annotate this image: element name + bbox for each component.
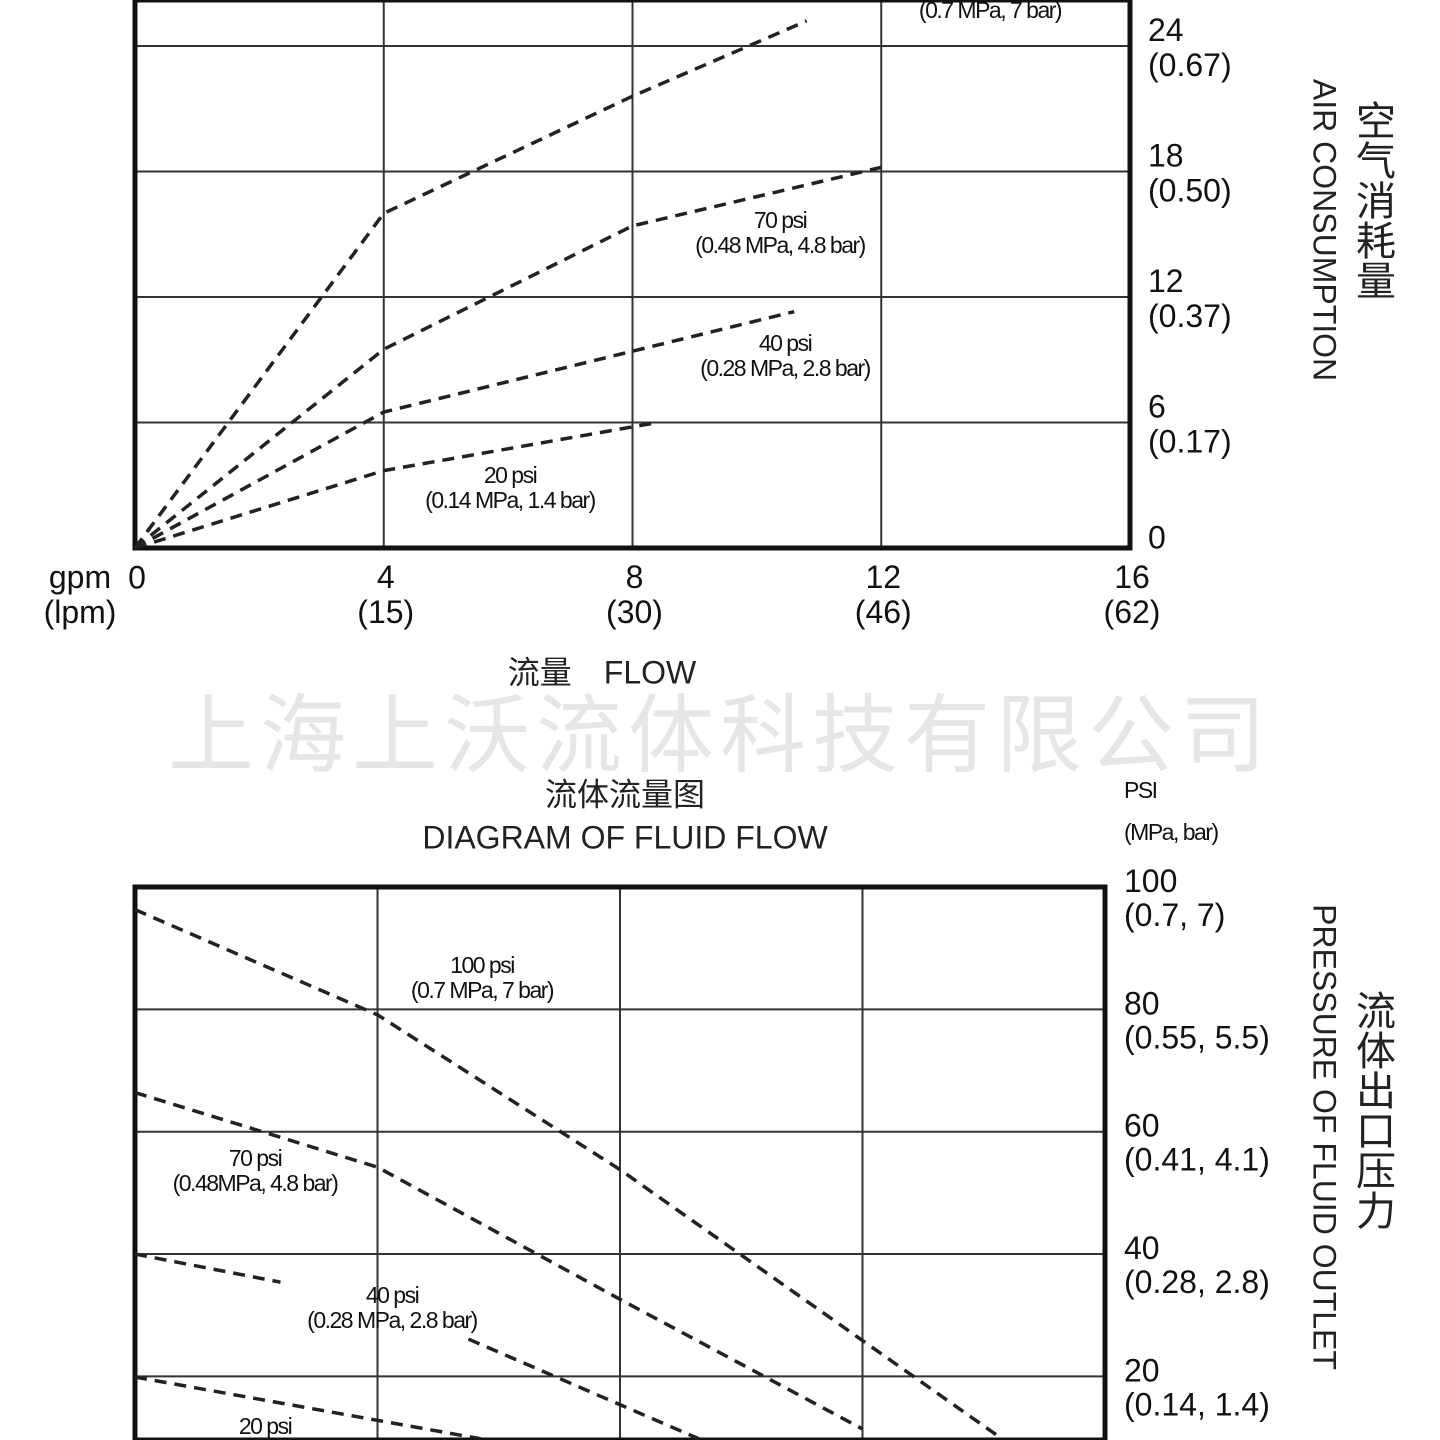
x-tick-label: 16 (62) [1104,559,1161,630]
data-line [134,1375,481,1440]
data-line [134,1090,864,1431]
y-unit: PSI (MPa, bar) [1124,777,1218,845]
y-axis-title-cn: 流体出口压力 [1350,990,1395,1230]
series-label: 40 psi [759,330,812,356]
y-tick-label: 0 [1148,519,1166,555]
data-line [134,1252,700,1440]
series-label: 100 psi [450,952,514,978]
x-tick-label: 0 [128,559,146,595]
series-sublabel: (0.14 MPa, 1.4 bar) [425,487,595,513]
chart-title-cn: 流体流量图 [545,776,705,812]
y-axis-title: AIR CONSUMPTION [1307,79,1343,381]
data-line [134,309,795,550]
series-label: 70 psi [229,1145,282,1171]
x-axis-title: 流量 FLOW [508,654,697,690]
y-axis-title-cn: 空气消耗量 [1350,100,1395,300]
y-tick-label: 100 (0.7, 7) [1124,863,1225,933]
series-label: 20 psi [239,1413,292,1439]
series-sublabel: (0.48 MPa, 4.8 bar) [695,232,865,258]
series-sublabel: (0.7 MPa, 7 bar) [919,0,1062,23]
x-tick-label: 12 (46) [855,559,912,630]
data-line [133,19,808,550]
y-tick-label: 12 (0.37) [1148,263,1232,334]
y-tick-label: 6 (0.17) [1148,389,1232,460]
series-label: 70 psi [754,207,807,233]
series-label: 20 psi [484,462,537,488]
plot-frame [132,0,1133,551]
series-sublabel: (0.28 MPa, 2.8 bar) [700,355,870,381]
plot-frame [132,884,1108,1440]
y-tick-label: 40 (0.28, 2.8) [1124,1230,1270,1300]
y-tick-label: 20 (0.14, 1.4) [1124,1353,1270,1423]
y-axis-title: PRESSURE OF FLUID OUTLET [1307,904,1343,1370]
watermark: 上海上沃流体科技有限公司 [168,688,1272,784]
data-line [133,165,882,550]
series-sublabel: (0.48MPa, 4.8 bar) [173,1170,339,1196]
series-label: 40 psi [366,1282,419,1308]
y-tick-label: 24 (0.67) [1148,12,1232,83]
y-tick-label: 60 (0.41, 4.1) [1124,1108,1270,1178]
chart-title: DIAGRAM OF FLUID FLOW [422,819,828,855]
series-sublabel: (0.7 MPa, 7 bar) [411,977,554,1003]
y-tick-label: 18 (0.50) [1148,138,1232,209]
x-tick-label: 8 (30) [606,559,663,630]
series-sublabel: (0.28 MPa, 2.8 bar) [307,1307,477,1333]
data-line [134,908,1003,1440]
y-tick-label: 80 (0.55, 5.5) [1124,986,1270,1056]
data-line [134,420,658,550]
x-tick-label: 4 (15) [357,559,414,630]
x-unit: gpm (lpm) [44,559,117,630]
